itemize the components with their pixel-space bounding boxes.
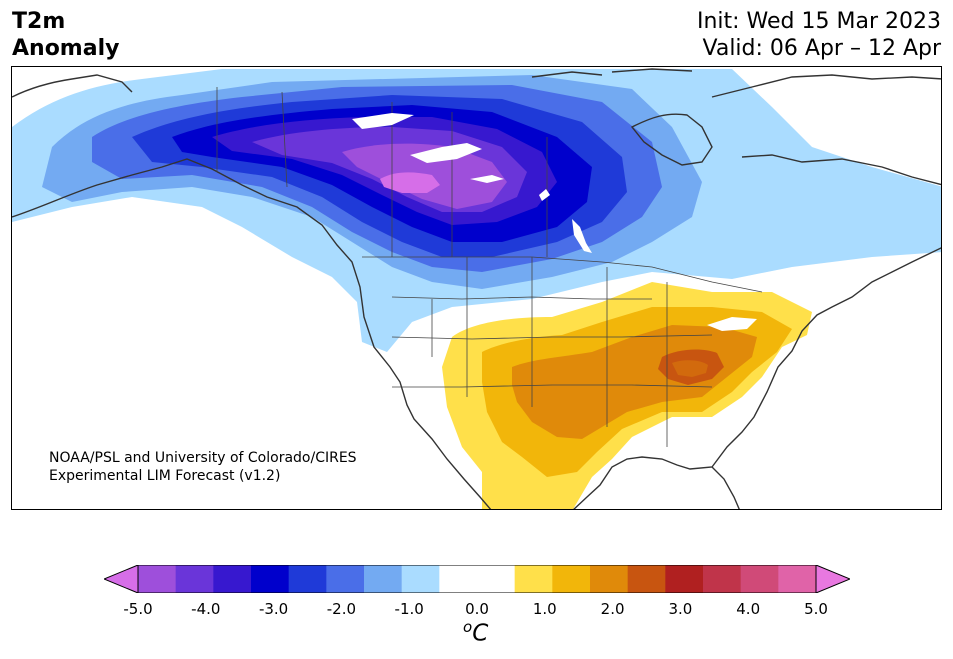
colorbar-tick-label: 3.0	[668, 600, 693, 618]
title-line-2: Anomaly	[12, 36, 120, 61]
warm-band-2-5	[672, 360, 708, 377]
lakes	[352, 113, 757, 331]
title-line-1: T2m	[12, 9, 66, 34]
units-base: C	[472, 620, 489, 647]
colorbar-tick-label: -2.0	[326, 600, 357, 618]
colorbar	[104, 565, 850, 593]
colorbar-tick-label: -1.0	[394, 600, 424, 618]
anomaly-map-graphic	[12, 68, 941, 509]
cold-band-minus-4-5	[380, 172, 440, 193]
colorbar-cells	[138, 565, 817, 593]
colorbar-cell	[590, 565, 629, 593]
colorbar-outline	[137, 565, 817, 593]
colorbar-cell	[364, 565, 403, 593]
colorbar-cell	[439, 565, 478, 593]
colorbar-left-extend	[104, 565, 139, 593]
colorbar-tick-label: -5.0	[123, 600, 153, 618]
colorbar-cell	[477, 565, 516, 593]
colorbar-cell	[326, 565, 365, 593]
colorbar-tick-label: 5.0	[804, 600, 828, 618]
colorbar-cell	[213, 565, 252, 593]
colorbar-cell	[288, 565, 327, 593]
colorbar-tick-label: 0.0	[465, 600, 489, 618]
colorbar-cell	[175, 565, 214, 593]
units-degree-sup: o	[463, 618, 473, 636]
anomaly-map	[11, 66, 942, 510]
init-date: Init: Wed 15 Mar 2023	[696, 9, 941, 34]
warm-band-2	[658, 349, 724, 385]
colorbar-cell	[552, 565, 591, 593]
colorbar-cell	[514, 565, 553, 593]
date-info: Init: Wed 15 Mar 2023 Valid: 06 Apr – 12…	[697, 8, 941, 62]
map-title: T2m Anomaly	[12, 8, 119, 62]
credit-line-1: NOAA/PSL and University of Colorado/CIRE…	[49, 450, 357, 466]
colorbar-right-extend	[815, 565, 850, 593]
colorbar-tick-label: 4.0	[736, 600, 761, 618]
coastlines	[12, 68, 941, 509]
valid-range: Valid: 06 Apr – 12 Apr	[702, 36, 942, 61]
colorbar-cell	[627, 565, 666, 593]
colorbar-tick-label: 1.0	[532, 600, 557, 618]
colorbar-cell	[138, 565, 177, 593]
colorbar-tick-label: -4.0	[191, 600, 221, 618]
colorbar-cell	[665, 565, 704, 593]
credit-text: NOAA/PSL and University of Colorado/CIRE…	[49, 449, 357, 485]
colorbar-tick-labels: -5.0 -4.0 -3.0 -2.0 -1.0 0.0 1.0 2.0 3.0 4.0 5.0	[0, 600, 953, 620]
colorbar-tick-label: -3.0	[258, 600, 289, 618]
units-label: oC	[463, 618, 488, 647]
colorbar-cell	[740, 565, 779, 593]
colorbar-cell	[401, 565, 440, 593]
credit-line-2: Experimental LIM Forecast (v1.2)	[49, 468, 281, 484]
colorbar-cell	[703, 565, 742, 593]
colorbar-cell	[778, 565, 817, 593]
colorbar-tick-label: 2.0	[600, 600, 625, 618]
colorbar-cell	[251, 565, 290, 593]
